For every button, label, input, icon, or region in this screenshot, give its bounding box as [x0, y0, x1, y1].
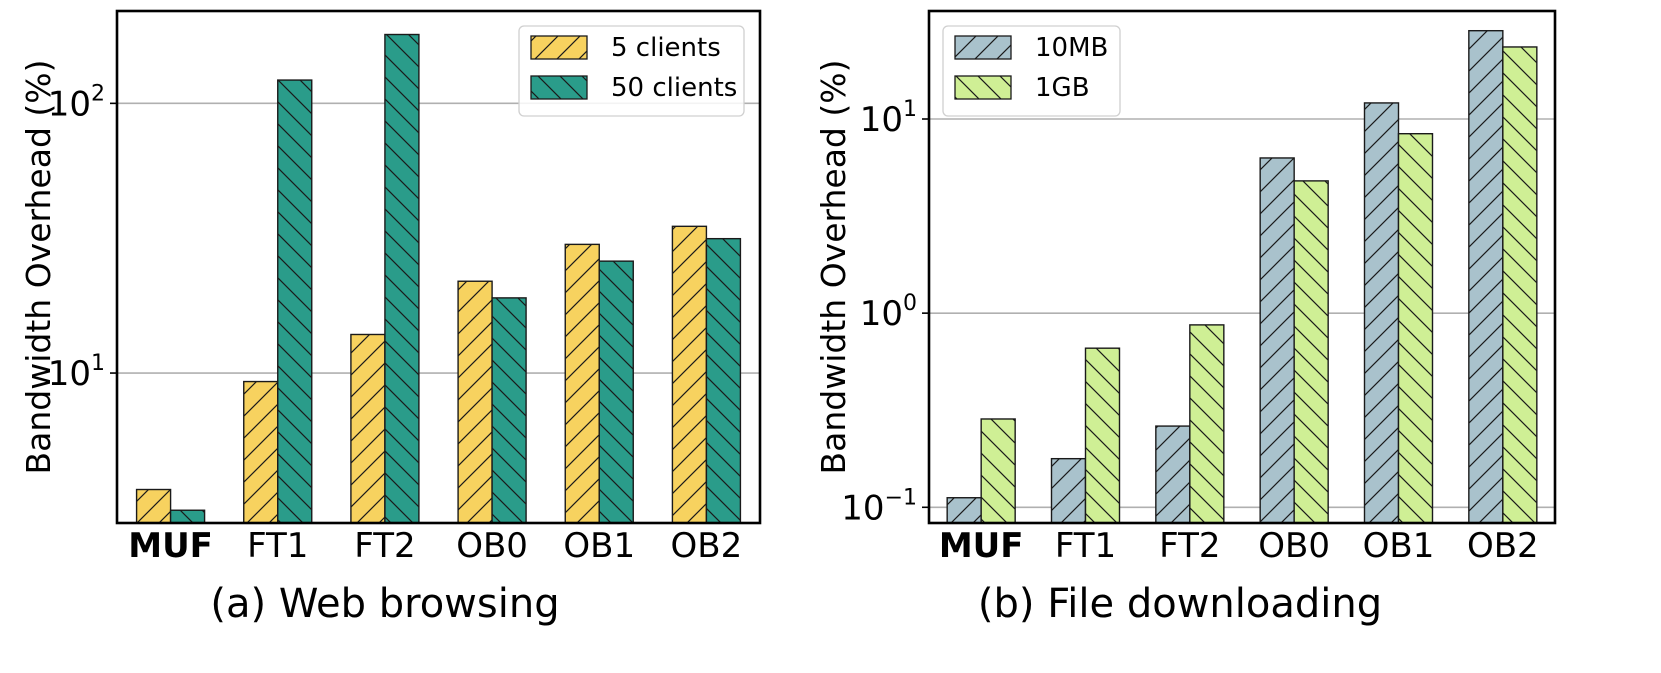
bar-1gb-ft2-hatch	[1189, 324, 1225, 524]
bar-10mb-ft1-hatch	[1050, 457, 1087, 524]
legend-swatch-hatch	[954, 35, 1012, 60]
y-tick-exponent: 1	[903, 97, 917, 122]
x-tick-label: FT1	[1055, 526, 1116, 566]
legend: 10MB 1GB	[942, 25, 1121, 117]
bar-10mb-ob1-hatch	[1363, 102, 1400, 524]
x-tick-label: OB1	[1363, 526, 1435, 566]
x-tick-label: MUF	[128, 526, 213, 566]
axes-frame	[927, 9, 1557, 525]
bar-50-clients-ob2-hatch	[705, 237, 742, 524]
y-tick-exponent: −1	[885, 485, 917, 510]
y-tick-label: 10−1	[841, 485, 917, 528]
x-tick-label: FT2	[1159, 526, 1220, 566]
x-tick-label: OB2	[1467, 526, 1539, 566]
x-tick-label: MUF	[939, 526, 1024, 566]
axes-frame	[115, 9, 762, 525]
x-tick-label: OB1	[563, 526, 635, 566]
panel-caption: (a) Web browsing	[210, 581, 559, 627]
bar-50-clients-ft2-hatch	[384, 33, 420, 524]
y-axis-label: Bandwidth Overhead (%)	[814, 60, 853, 475]
y-tick-exponent: 2	[91, 81, 105, 106]
x-tick-label: FT1	[247, 526, 308, 566]
x-tick-label: OB2	[671, 526, 743, 566]
y-tick-label: 101	[48, 351, 105, 394]
y-tick-label: 100	[860, 291, 917, 334]
x-tick-label: OB0	[1258, 526, 1330, 566]
bar-10mb-muf-hatch	[946, 497, 982, 524]
legend-label: 1GB	[1035, 73, 1090, 103]
y-tick-base: 10	[860, 100, 903, 140]
bar-1gb-ob0-hatch	[1293, 180, 1329, 524]
bar-10mb-ob0-hatch	[1259, 157, 1295, 524]
bar-1gb-muf-hatch	[980, 418, 1016, 524]
legend-label: 10MB	[1035, 33, 1108, 63]
bar-5-clients-ft1-hatch	[243, 380, 279, 524]
bar-5-clients-ft2-hatch	[350, 333, 386, 524]
y-tick-base: 10	[841, 488, 884, 528]
y-tick-exponent: 1	[91, 351, 105, 376]
y-tick-exponent: 0	[903, 291, 917, 316]
bar-10mb-ob2-hatch	[1468, 29, 1504, 524]
legend-label: 50 clients	[611, 73, 737, 103]
legend-swatch-hatch	[530, 75, 588, 100]
y-tick-label: 101	[860, 97, 917, 140]
y-tick-base: 10	[48, 354, 91, 394]
bar-5-clients-ob2-hatch	[671, 225, 708, 524]
legend-swatch-hatch	[530, 35, 588, 60]
x-tick-label: OB0	[456, 526, 528, 566]
bar-50-clients-ob0-hatch	[491, 297, 527, 524]
x-tick-label: FT2	[354, 526, 415, 566]
bar-1gb-ft1-hatch	[1084, 347, 1121, 524]
bar-1gb-ob2-hatch	[1502, 46, 1538, 524]
legend-label: 5 clients	[611, 33, 721, 63]
bar-5-clients-ob1-hatch	[564, 243, 600, 524]
y-tick-base: 10	[860, 294, 903, 334]
y-axis-label: Bandwidth Overhead (%)	[19, 60, 58, 475]
legend-swatch-hatch	[954, 75, 1012, 100]
bar-1gb-ob1-hatch	[1397, 133, 1434, 524]
bar-5-clients-ob0-hatch	[457, 280, 493, 524]
bar-5-clients-muf-hatch	[135, 488, 172, 524]
panel-caption: (b) File downloading	[978, 581, 1382, 627]
bar-50-clients-muf-hatch	[169, 509, 206, 524]
y-tick-label: 102	[48, 81, 105, 124]
bar-10mb-ft2-hatch	[1155, 425, 1191, 524]
bar-50-clients-ft1-hatch	[277, 79, 313, 524]
y-tick-base: 10	[48, 84, 91, 124]
bar-50-clients-ob1-hatch	[598, 260, 634, 524]
legend: 5 clients 50 clients	[518, 25, 745, 117]
